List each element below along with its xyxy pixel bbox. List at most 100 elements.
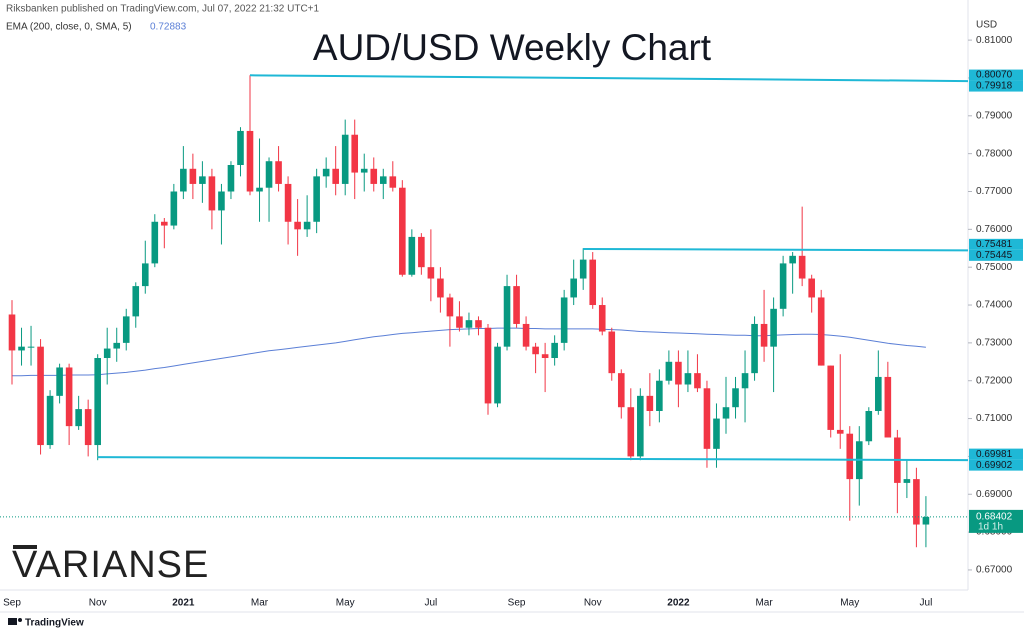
candle-body xyxy=(341,134,349,184)
candle-body xyxy=(399,187,406,275)
candle-body xyxy=(579,259,587,279)
candle-body xyxy=(427,267,435,279)
trendline-price-label: 0.75445 xyxy=(976,250,1013,261)
candle-body xyxy=(884,376,892,438)
candle-body xyxy=(617,373,625,408)
candle-body xyxy=(65,367,73,427)
x-tick-label: 2022 xyxy=(667,598,690,609)
y-tick-label: 0.81000 xyxy=(976,35,1013,46)
candle-body xyxy=(227,165,235,192)
candle-body xyxy=(218,191,225,211)
candle-body xyxy=(75,409,82,427)
candle-body xyxy=(922,516,930,525)
candle-body xyxy=(322,168,330,177)
x-tick-label: Mar xyxy=(251,598,269,609)
candle-body xyxy=(532,346,539,355)
candle-body xyxy=(170,191,178,226)
x-tick-label: Jul xyxy=(424,598,437,609)
candle-body xyxy=(798,255,806,279)
footer-logo xyxy=(8,618,22,625)
x-tick-label: Nov xyxy=(584,598,602,609)
candle-body xyxy=(313,176,320,222)
last-price-label: 0.68402 xyxy=(976,512,1013,523)
x-tick-label: May xyxy=(336,598,355,609)
candle-body xyxy=(389,176,397,188)
publisher: Riksbanken published on TradingView.com,… xyxy=(6,4,320,15)
candle-body xyxy=(732,388,739,408)
candle-body xyxy=(598,305,606,332)
trendline-price-box xyxy=(969,459,1023,471)
candle-body xyxy=(246,130,254,192)
candle-body xyxy=(875,376,882,411)
candle-body xyxy=(189,168,197,184)
candle-body xyxy=(113,342,121,349)
candle-body xyxy=(275,161,282,184)
y-tick-label: 0.72000 xyxy=(976,375,1013,386)
legend-value: 0.72883 xyxy=(150,22,187,33)
candle-body xyxy=(199,176,206,184)
candle-body xyxy=(789,255,796,264)
trendline-price-box xyxy=(969,238,1023,250)
candle-body xyxy=(18,346,25,351)
candle-body xyxy=(465,320,473,328)
candle-body xyxy=(27,346,35,348)
y-tick-label: 0.67000 xyxy=(976,565,1013,576)
candle-body xyxy=(84,409,92,446)
countdown: 1d 1h xyxy=(978,522,1003,533)
candle-body xyxy=(132,286,140,317)
chart-title: AUD/USD Weekly Chart xyxy=(313,27,712,68)
candle-body xyxy=(560,297,568,343)
candle-body xyxy=(503,286,511,347)
candle-body xyxy=(722,407,730,419)
candle-body xyxy=(522,323,530,347)
legend-label: EMA (200, close, 0, SMA, 5) xyxy=(6,22,132,33)
trendline-price-label: 0.69902 xyxy=(976,460,1013,471)
currency: USD xyxy=(976,20,997,31)
y-tick-label: 0.79000 xyxy=(976,110,1013,121)
trendline-price-box xyxy=(969,69,1023,81)
candle-body xyxy=(408,236,416,275)
candle-body xyxy=(56,367,63,396)
y-tick-label: 0.69000 xyxy=(976,489,1013,500)
candle-body xyxy=(122,316,130,343)
candle-body xyxy=(256,187,263,192)
candle-body xyxy=(265,161,273,188)
candle-body xyxy=(760,323,768,347)
candle-body xyxy=(817,297,825,366)
candle-body xyxy=(703,388,711,449)
x-tick-label: May xyxy=(840,598,859,609)
candle-body xyxy=(332,168,339,184)
candle-body xyxy=(808,278,815,298)
candle-body xyxy=(446,297,454,317)
candle-body xyxy=(827,365,835,430)
candle-body xyxy=(541,354,549,359)
candle-body xyxy=(913,479,920,525)
candle-body xyxy=(589,259,597,306)
candle-body xyxy=(37,346,44,446)
candle-body xyxy=(494,346,501,404)
candle-body xyxy=(379,176,387,184)
candle-body xyxy=(237,130,244,166)
y-tick-label: 0.78000 xyxy=(976,148,1013,159)
candle-body xyxy=(437,278,444,298)
trendline-price-label: 0.75481 xyxy=(976,239,1013,250)
candle-body xyxy=(836,429,844,434)
candle-body xyxy=(151,221,159,264)
candle-body xyxy=(484,327,492,404)
candle-body xyxy=(741,373,749,389)
candle-body xyxy=(8,314,16,351)
y-tick-label: 0.73000 xyxy=(976,338,1013,349)
y-tick-label: 0.75000 xyxy=(976,262,1013,273)
candle-body xyxy=(141,263,149,287)
x-tick-label: Jul xyxy=(920,598,933,609)
candle-body xyxy=(103,348,111,359)
candle-body xyxy=(475,320,482,328)
trendline-price-box xyxy=(969,80,1023,92)
candle-body xyxy=(675,361,682,385)
candle-body xyxy=(360,168,368,173)
candle-body xyxy=(303,221,311,230)
candle-body xyxy=(161,221,168,226)
trendline xyxy=(249,74,969,83)
x-tick-label: 2021 xyxy=(172,598,195,609)
